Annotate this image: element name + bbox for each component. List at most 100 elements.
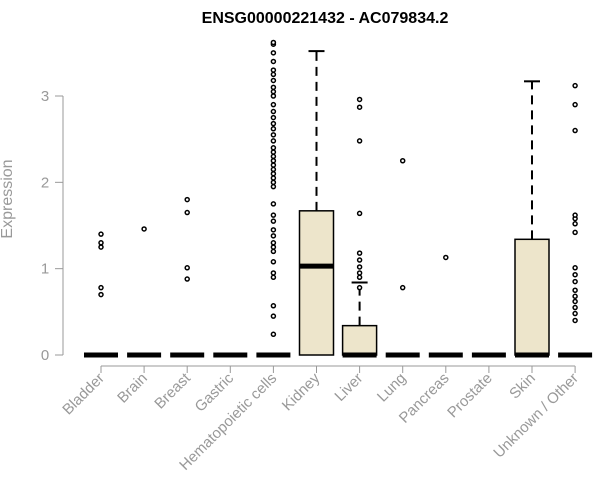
outlier-point (270, 270, 277, 276)
outlier-point (270, 166, 277, 173)
box-group (170, 196, 205, 358)
x-tick-label: Prostate (444, 370, 496, 422)
outlier-point (399, 158, 406, 164)
outlier-point (270, 39, 277, 46)
box-group (298, 50, 335, 356)
outlier-point (572, 317, 578, 324)
outlier-point (270, 138, 277, 144)
outlier-point (572, 221, 578, 227)
box-group (558, 82, 593, 358)
outlier-point (270, 158, 277, 164)
outlier-point (356, 138, 363, 144)
outlier-point (270, 120, 277, 127)
outlier-point (572, 310, 578, 317)
outlier-point (141, 226, 147, 232)
x-tick-label: Bladder (59, 370, 108, 419)
x-tick-label: Brain (114, 370, 151, 407)
plot-area (84, 39, 593, 358)
outlier-point (98, 244, 104, 250)
outlier-point (270, 153, 277, 160)
outlier-point (184, 196, 190, 203)
outlier-point (270, 71, 277, 78)
outlier-point (399, 284, 406, 291)
outlier-point (270, 303, 277, 309)
outlier-point (572, 229, 578, 236)
outlier-point (270, 77, 277, 84)
outlier-point (572, 212, 578, 218)
outlier-point (270, 84, 277, 91)
box-group (127, 226, 162, 358)
outlier-point (270, 108, 277, 115)
outlier-point (270, 170, 277, 177)
box (298, 210, 335, 356)
outlier-point (572, 271, 578, 278)
outlier-point (443, 254, 449, 261)
outlier-point (270, 259, 277, 265)
outlier-point (270, 132, 277, 138)
x-tick-label: Skin (506, 370, 539, 403)
outlier-point (572, 101, 578, 108)
outlier-point (270, 179, 277, 186)
outlier-point (356, 264, 363, 270)
y-axis: 0 1 2 3 (41, 88, 64, 364)
outlier-point (270, 218, 277, 224)
outlier-point (270, 274, 277, 281)
outlier-point (184, 265, 190, 271)
box (514, 238, 550, 356)
outlier-point (572, 265, 578, 271)
outlier-point (270, 313, 277, 319)
outlier-point (98, 231, 104, 237)
outlier-point (98, 284, 104, 291)
outlier-point (356, 284, 363, 291)
outlier-point (270, 248, 277, 255)
outlier-point (270, 227, 277, 233)
outlier-point (270, 114, 277, 121)
outlier-point (270, 175, 277, 181)
outlier-point (270, 240, 277, 246)
x-tick-label: Lung (374, 370, 410, 406)
outlier-point (572, 304, 578, 311)
outlier-point (270, 244, 277, 250)
outlier-point (98, 240, 104, 246)
outlier-point (572, 127, 578, 134)
outlier-point (356, 96, 363, 103)
box-group (428, 254, 463, 358)
y-tick-label: 2 (41, 174, 49, 191)
box-group (256, 39, 291, 358)
outlier-point (270, 183, 277, 190)
outlier-point (356, 210, 363, 217)
box-group (514, 80, 550, 358)
y-tick-label: 3 (41, 88, 49, 105)
y-axis-label: Expression (0, 159, 16, 238)
outlier-point (270, 145, 277, 151)
x-tick-label: Breast (151, 369, 194, 412)
outlier-point (270, 101, 277, 108)
outlier-point (184, 209, 190, 216)
outlier-point (270, 58, 277, 65)
outlier-point (270, 233, 277, 239)
outlier-point (270, 162, 277, 168)
outlier-point (270, 149, 277, 155)
box-group (84, 231, 118, 358)
outlier-point (572, 278, 578, 285)
outlier-point (270, 50, 277, 56)
outlier-point (270, 88, 277, 95)
x-tick-label: Liver (331, 370, 366, 405)
outlier-point (572, 287, 578, 293)
outlier-point (270, 126, 277, 132)
outlier-point (356, 257, 363, 263)
outlier-point (572, 298, 578, 305)
outlier-point (572, 82, 578, 89)
outlier-point (184, 276, 190, 282)
outlier-point (270, 331, 277, 338)
outlier-point (270, 201, 277, 207)
outlier-point (356, 274, 363, 281)
y-tick-label: 0 (41, 347, 49, 364)
outlier-point (572, 293, 578, 300)
outlier-point (270, 212, 277, 218)
y-tick-label: 1 (41, 261, 49, 278)
outlier-point (356, 250, 363, 256)
outlier-point (270, 93, 277, 99)
